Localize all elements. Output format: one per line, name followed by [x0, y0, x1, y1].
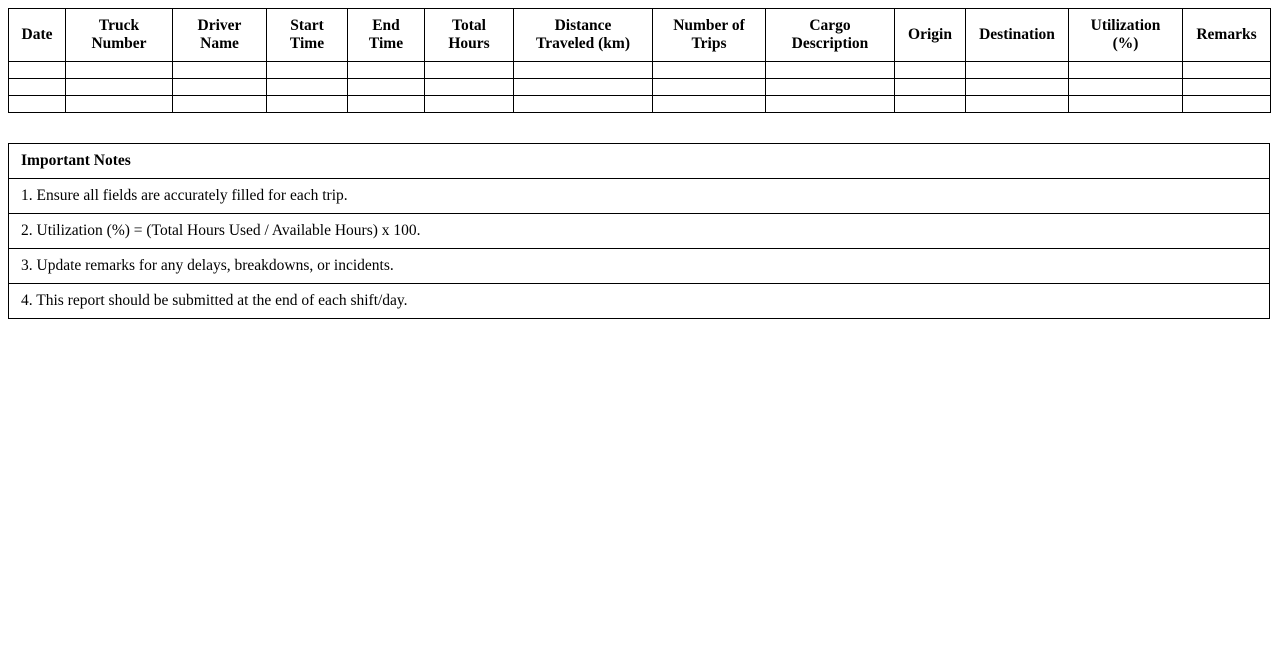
table-cell[interactable]	[652, 95, 766, 113]
table-cell[interactable]	[172, 78, 267, 96]
notes-title: Important Notes	[8, 143, 1270, 179]
column-header: Driver Name	[172, 8, 267, 62]
table-cell[interactable]	[1182, 61, 1271, 79]
table-cell[interactable]	[8, 95, 66, 113]
column-header: Date	[8, 8, 66, 62]
table-cell[interactable]	[652, 78, 766, 96]
table-cell[interactable]	[266, 95, 348, 113]
column-header: Remarks	[1182, 8, 1271, 62]
column-header: Utilization (%)	[1068, 8, 1183, 62]
table-cell[interactable]	[266, 78, 348, 96]
table-cell[interactable]	[965, 61, 1069, 79]
table-cell[interactable]	[765, 78, 895, 96]
table-cell[interactable]	[347, 95, 425, 113]
table-cell[interactable]	[65, 95, 173, 113]
truck-log-table: Date Truck Number Driver Name Start Time End…	[8, 8, 1271, 113]
table-cell[interactable]	[894, 78, 966, 96]
note-item: 1. Ensure all fields are accurately fill…	[8, 178, 1270, 214]
table-cell[interactable]	[424, 95, 514, 113]
table-cell[interactable]	[172, 61, 267, 79]
table-cell[interactable]	[965, 78, 1069, 96]
table-cell[interactable]	[347, 61, 425, 79]
table-cell[interactable]	[894, 95, 966, 113]
table-cell[interactable]	[1182, 95, 1271, 113]
table-row	[8, 61, 1271, 79]
table-cell[interactable]	[424, 61, 514, 79]
note-item: 4. This report should be submitted at th…	[8, 283, 1270, 319]
table-cell[interactable]	[424, 78, 514, 96]
column-header: Total Hours	[424, 8, 514, 62]
table-cell[interactable]	[1182, 78, 1271, 96]
column-header: Destination	[965, 8, 1069, 62]
column-header: Start Time	[266, 8, 348, 62]
table-cell[interactable]	[8, 61, 66, 79]
table-cell[interactable]	[965, 95, 1069, 113]
table-cell[interactable]	[1068, 61, 1183, 79]
table-cell[interactable]	[347, 78, 425, 96]
table-cell[interactable]	[894, 61, 966, 79]
table-cell[interactable]	[8, 78, 66, 96]
column-header: End Time	[347, 8, 425, 62]
note-item: 2. Utilization (%) = (Total Hours Used /…	[8, 213, 1270, 249]
table-row	[8, 78, 1271, 96]
table-cell[interactable]	[266, 61, 348, 79]
note-item: 3. Update remarks for any delays, breakd…	[8, 248, 1270, 284]
table-cell[interactable]	[513, 61, 653, 79]
table-cell[interactable]	[1068, 95, 1183, 113]
table-cell[interactable]	[765, 95, 895, 113]
table-cell[interactable]	[652, 61, 766, 79]
column-header: Cargo Description	[765, 8, 895, 62]
table-cell[interactable]	[513, 95, 653, 113]
important-notes-table: Important Notes 1. Ensure all fields are…	[8, 143, 1270, 319]
table-cell[interactable]	[513, 78, 653, 96]
column-header: Origin	[894, 8, 966, 62]
table-cell[interactable]	[65, 61, 173, 79]
table-row	[8, 95, 1271, 113]
column-header: Distance Traveled (km)	[513, 8, 653, 62]
table-cell[interactable]	[65, 78, 173, 96]
column-header: Number of Trips	[652, 8, 766, 62]
table-cell[interactable]	[1068, 78, 1183, 96]
table-cell[interactable]	[765, 61, 895, 79]
header-row: Date Truck Number Driver Name Start Time End…	[8, 8, 1271, 62]
table-cell[interactable]	[172, 95, 267, 113]
column-header: Truck Number	[65, 8, 173, 62]
